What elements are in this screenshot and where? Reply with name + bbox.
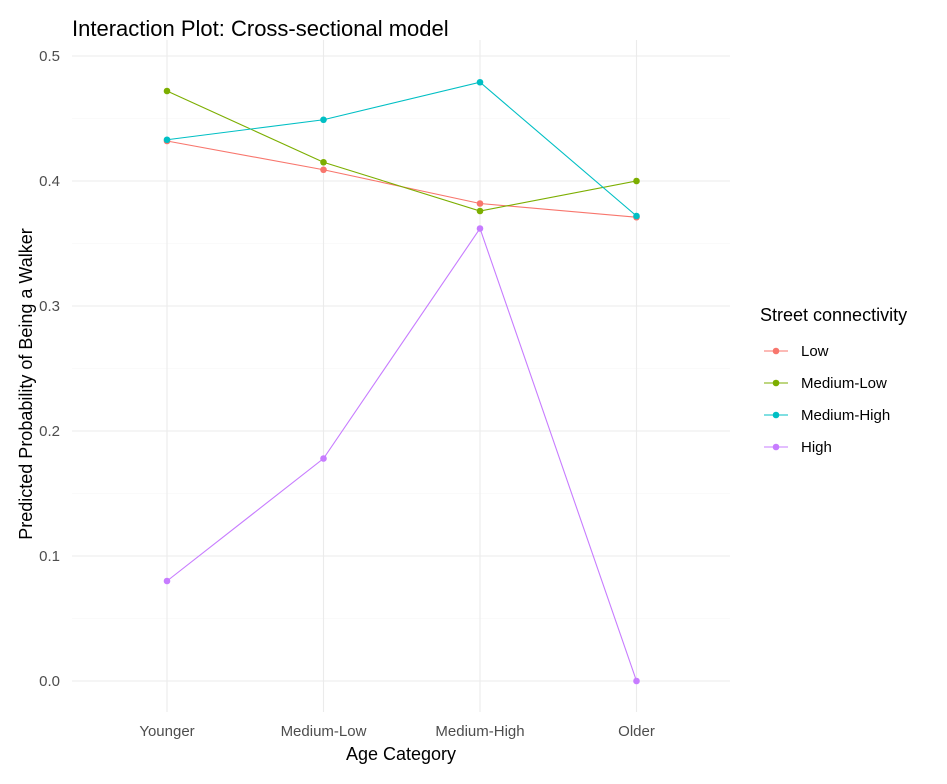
data-point <box>320 158 327 166</box>
y-axis-ticks: 0.0 0.1 0.2 0.3 0.4 0.5 <box>39 48 60 690</box>
data-point <box>633 177 640 185</box>
series-points <box>163 78 640 685</box>
legend-label: Medium-Low <box>801 375 887 392</box>
data-point <box>320 116 327 124</box>
data-point <box>163 87 171 95</box>
series-line-medium-high <box>166 81 637 217</box>
legend-item: Low <box>764 343 829 360</box>
legend-item: Medium-High <box>764 407 890 424</box>
data-point <box>476 225 484 232</box>
y-tick-label: 0.2 <box>39 423 60 440</box>
legend-label: Low <box>801 343 829 360</box>
data-point <box>163 136 171 144</box>
y-tick-label: 0.1 <box>39 548 60 565</box>
data-point <box>320 455 327 462</box>
data-point <box>163 577 171 585</box>
y-tick-label: 0.0 <box>39 673 60 690</box>
legend-items: Low Medium-Low Medium-High High <box>764 343 890 456</box>
legend: Street connectivity Low Medium-Low Medium-… <box>760 305 907 456</box>
chart-title: Interaction Plot: Cross-sectional model <box>72 16 449 41</box>
grid <box>72 40 730 712</box>
series-line-medium-low <box>166 90 637 212</box>
x-tick-label: Older <box>618 723 655 740</box>
series-lines <box>166 81 638 682</box>
x-axis-title: Age Category <box>346 744 456 764</box>
legend-key-point <box>772 347 780 355</box>
legend-item: High <box>764 439 832 456</box>
x-tick-label: Medium-Low <box>281 723 367 740</box>
legend-key-point <box>772 379 780 387</box>
legend-item: Medium-Low <box>764 375 887 392</box>
legend-key-point <box>772 411 780 419</box>
series-line-high <box>166 227 638 682</box>
y-tick-label: 0.3 <box>39 298 60 315</box>
y-tick-label: 0.4 <box>39 173 60 190</box>
data-point <box>320 166 327 174</box>
data-point <box>633 677 640 685</box>
series-line-low <box>166 140 637 218</box>
legend-title: Street connectivity <box>760 305 907 325</box>
legend-key-point <box>772 443 780 451</box>
y-axis-title: Predicted Probability of Being a Walker <box>16 228 36 539</box>
x-axis-ticks: Younger Medium-Low Medium-High Older <box>139 723 655 740</box>
legend-label: Medium-High <box>801 407 890 424</box>
y-tick-label: 0.5 <box>39 48 60 65</box>
legend-label: High <box>801 439 832 456</box>
x-tick-label: Medium-High <box>435 723 524 740</box>
x-tick-label: Younger <box>139 723 194 740</box>
data-point <box>633 212 640 220</box>
data-point <box>476 207 484 215</box>
data-point <box>476 78 484 86</box>
data-point <box>476 200 484 207</box>
